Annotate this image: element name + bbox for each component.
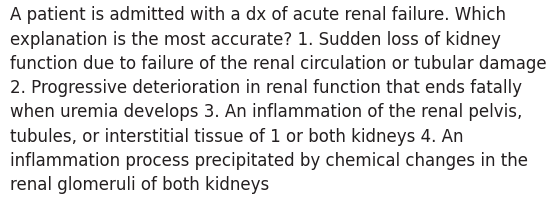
Text: A patient is admitted with a dx of acute renal failure. Which
explanation is the: A patient is admitted with a dx of acute…: [10, 6, 547, 194]
